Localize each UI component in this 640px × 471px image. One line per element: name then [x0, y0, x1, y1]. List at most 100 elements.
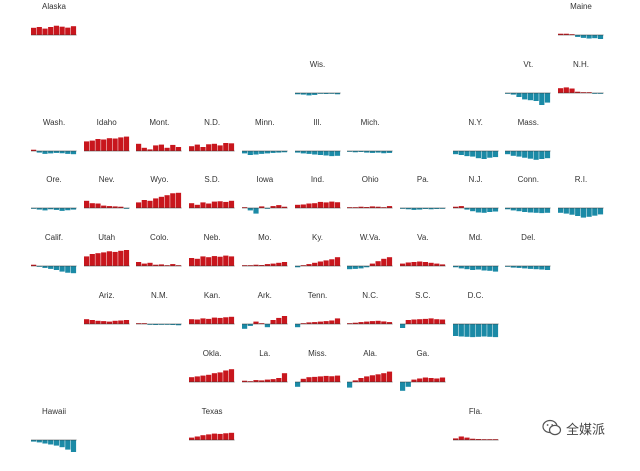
state-label: Wyo. — [150, 175, 169, 185]
state-bar-chart — [83, 250, 130, 267]
bar — [31, 439, 37, 442]
bar — [89, 140, 95, 151]
bar — [458, 266, 464, 269]
state-bar-chart — [347, 206, 393, 209]
state-label: Alaska — [41, 2, 66, 11]
bar — [211, 256, 218, 267]
bar — [300, 378, 306, 382]
bar — [200, 434, 206, 440]
bar — [200, 146, 206, 151]
bar — [334, 257, 340, 267]
state-label: Utah — [98, 233, 116, 243]
bar — [147, 201, 153, 209]
bar — [452, 324, 458, 336]
bar — [211, 143, 218, 151]
state-label: Hawaii — [41, 406, 66, 416]
bar — [147, 148, 153, 151]
bar — [387, 150, 393, 153]
bar — [153, 264, 159, 267]
bar — [533, 150, 539, 160]
bar — [253, 379, 259, 382]
bar — [95, 138, 101, 151]
bar — [217, 201, 223, 209]
state-bar-chart — [241, 150, 288, 155]
bar — [83, 201, 89, 209]
bar — [36, 266, 42, 267]
bar — [458, 150, 464, 155]
state-bar-chart — [505, 150, 551, 160]
bar — [106, 206, 112, 209]
bar — [323, 321, 329, 324]
state-label: Mont. — [149, 117, 170, 127]
state-cell: La. — [241, 349, 288, 399]
bar — [597, 208, 604, 215]
bar — [399, 208, 406, 210]
bar — [463, 437, 470, 440]
bar — [428, 318, 434, 324]
state-bar-chart — [452, 436, 499, 440]
bar — [281, 372, 287, 382]
bar — [70, 439, 77, 452]
bar — [253, 321, 259, 324]
state-label: N.H. — [573, 59, 589, 69]
bar — [159, 144, 165, 151]
bar — [347, 266, 353, 270]
bar — [434, 263, 440, 267]
bar — [364, 321, 370, 324]
state-bar-chart — [189, 432, 235, 440]
bar — [106, 137, 112, 151]
bar — [387, 322, 393, 324]
bar — [475, 208, 481, 213]
state-bar-chart — [558, 208, 604, 218]
bar — [228, 432, 235, 440]
state-cell: Texas — [189, 407, 235, 457]
bar — [142, 147, 148, 151]
bar — [522, 92, 528, 100]
bar — [375, 207, 381, 209]
state-cell: Iowa — [241, 175, 288, 225]
state-bar-chart — [452, 265, 499, 272]
bar — [189, 376, 195, 382]
state-label: S.C. — [415, 291, 431, 300]
bar — [164, 324, 171, 325]
state-cell: Hawaii — [31, 407, 77, 457]
bar — [223, 202, 229, 209]
bar — [200, 256, 206, 267]
bar — [189, 258, 195, 267]
bar — [189, 319, 195, 324]
state-label: Ark. — [257, 291, 272, 300]
state-cell: Ga. — [399, 349, 446, 399]
state-label: Mo. — [258, 233, 272, 243]
bar — [452, 437, 458, 440]
state-cell: Minn. — [241, 118, 288, 168]
state-cell: Ill. — [294, 118, 341, 168]
bar — [528, 92, 534, 100]
bar — [481, 324, 487, 337]
bar — [247, 380, 253, 382]
bar — [241, 324, 247, 329]
bar — [153, 198, 159, 209]
state-cell: Ark. — [241, 291, 288, 341]
bar — [294, 92, 300, 95]
bar — [142, 263, 148, 267]
watermark: 全媒派 — [542, 418, 605, 438]
bar — [53, 439, 59, 446]
bar — [358, 150, 364, 152]
bar — [194, 436, 200, 440]
bar — [36, 27, 42, 35]
state-label: Calif. — [44, 233, 64, 243]
bar — [569, 34, 575, 35]
bar — [558, 208, 564, 214]
bar — [59, 266, 65, 272]
bar — [405, 262, 411, 267]
bar — [352, 322, 359, 324]
bar — [305, 92, 312, 96]
bar — [228, 256, 235, 267]
state-label: Tenn. — [307, 291, 328, 300]
state-bar-chart — [241, 316, 288, 329]
bar — [481, 208, 487, 214]
bar — [258, 380, 265, 382]
state-cell: Vt. — [505, 60, 551, 110]
bar — [100, 139, 106, 151]
state-label: R.I. — [574, 175, 588, 185]
